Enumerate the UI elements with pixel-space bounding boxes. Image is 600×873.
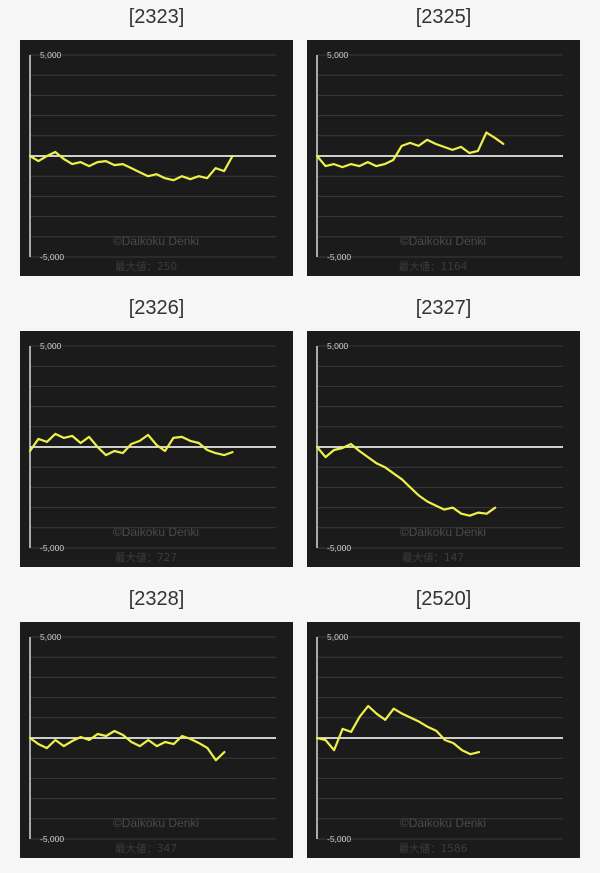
series-line: [28, 432, 234, 457]
chart-panel: [2520] 5,000 -5,000 ©Daikoku Denki 最大値：1586: [307, 582, 580, 873]
chart-svg: 5,000 -5,000 ©Daikoku Denki 最大値：1164: [315, 50, 563, 273]
max-value-label: 最大値：1586: [399, 842, 468, 855]
max-value-label: 最大値：250: [115, 260, 177, 273]
chart-panel: [2326] 5,000 -5,000 ©Daikoku Denki 最大値：727: [20, 291, 293, 582]
y-tick-label-top: 5,000: [327, 50, 349, 60]
y-tick-label-top: 5,000: [327, 632, 349, 642]
chart-plot: 5,000 -5,000 ©Daikoku Denki 最大値：347: [20, 622, 293, 858]
chart-panel: [2323] 5,000 -5,000 ©Daikoku Denki 最大値：250: [20, 0, 293, 291]
y-tick-label-bottom: -5,000: [327, 543, 351, 553]
chart-title: [2323]: [128, 6, 185, 28]
y-tick-label-top: 5,000: [327, 341, 349, 351]
chart-svg: 5,000 -5,000 ©Daikoku Denki 最大値：250: [28, 50, 276, 273]
series-line: [28, 150, 234, 182]
chart-panel: [2325] 5,000 -5,000 ©Daikoku Denki 最大値：1164: [307, 0, 580, 291]
chart-svg: 5,000 -5,000 ©Daikoku Denki 最大値：727: [28, 341, 276, 564]
series-line: [315, 442, 497, 517]
watermark: ©Daikoku Denki: [400, 525, 486, 539]
chart-svg: 5,000 -5,000 ©Daikoku Denki 最大値：1586: [315, 632, 563, 855]
watermark: ©Daikoku Denki: [113, 816, 199, 830]
chart-plot: 5,000 -5,000 ©Daikoku Denki 最大値：727: [20, 331, 293, 567]
chart-panel: [2327] 5,000 -5,000 ©Daikoku Denki 最大値：147: [307, 291, 580, 582]
chart-plot: 5,000 -5,000 ©Daikoku Denki 最大値：147: [307, 331, 580, 567]
chart-svg: 5,000 -5,000 ©Daikoku Denki 最大値：347: [28, 632, 276, 855]
watermark: ©Daikoku Denki: [113, 525, 199, 539]
series-line: [315, 704, 481, 756]
y-tick-label-bottom: -5,000: [40, 543, 64, 553]
y-tick-label-bottom: -5,000: [327, 252, 351, 262]
y-tick-label-top: 5,000: [40, 50, 62, 60]
chart-plot: 5,000 -5,000 ©Daikoku Denki 最大値：250: [20, 40, 293, 276]
y-tick-label-bottom: -5,000: [40, 252, 64, 262]
chart-title: [2325]: [415, 6, 472, 28]
chart-title: [2520]: [415, 588, 472, 610]
chart-plot: 5,000 -5,000 ©Daikoku Denki 最大値：1164: [307, 40, 580, 276]
y-tick-label-bottom: -5,000: [327, 834, 351, 844]
series-line: [315, 131, 505, 169]
chart-svg: 5,000 -5,000 ©Daikoku Denki 最大値：147: [315, 341, 563, 564]
watermark: ©Daikoku Denki: [400, 234, 486, 248]
watermark: ©Daikoku Denki: [113, 234, 199, 248]
max-value-label: 最大値：1164: [399, 260, 468, 273]
chart-title: [2326]: [128, 297, 185, 319]
chart-title: [2327]: [415, 297, 472, 319]
y-tick-label-top: 5,000: [40, 632, 62, 642]
chart-title: [2328]: [128, 588, 185, 610]
max-value-label: 最大値：147: [402, 551, 464, 564]
y-tick-label-top: 5,000: [40, 341, 62, 351]
chart-panel: [2328] 5,000 -5,000 ©Daikoku Denki 最大値：347: [20, 582, 293, 873]
max-value-label: 最大値：727: [115, 551, 177, 564]
chart-plot: 5,000 -5,000 ©Daikoku Denki 最大値：1586: [307, 622, 580, 858]
y-tick-label-bottom: -5,000: [40, 834, 64, 844]
series-line: [28, 729, 226, 762]
watermark: ©Daikoku Denki: [400, 816, 486, 830]
max-value-label: 最大値：347: [115, 842, 177, 855]
